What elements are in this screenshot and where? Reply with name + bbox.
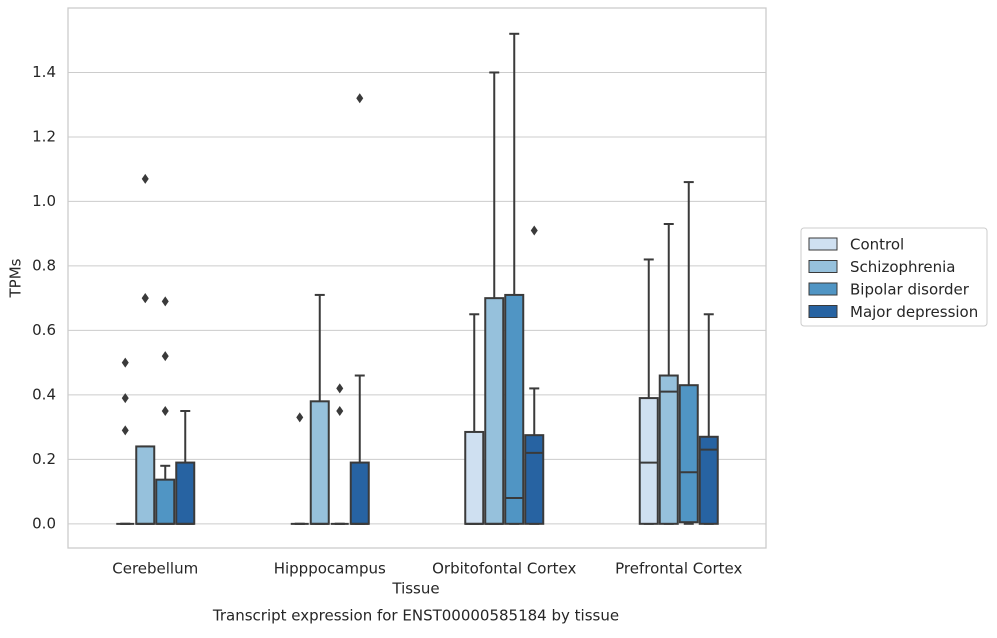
outlier [141,173,149,184]
box [658,374,679,525]
outlier [530,225,538,236]
outlier [161,351,169,362]
plot-frame [67,7,767,549]
outlier [336,405,344,416]
outlier [296,412,304,423]
y-tick-label: 1.0 [32,192,56,210]
legend-label: Major depression [850,303,978,321]
outlier [161,405,169,416]
legend-frame [800,227,988,327]
outlier [121,357,129,368]
y-tick-label: 0.6 [32,321,56,339]
box [135,445,156,525]
legend-label: Bipolar disorder [850,281,970,299]
box [638,397,659,525]
box [524,434,545,525]
box [484,297,505,525]
outlier [141,293,149,304]
box [698,435,719,525]
x-tick-label: Cerebellum [112,560,198,578]
legend-swatch [808,237,838,251]
outlier [356,93,364,104]
outlier [161,296,169,307]
legend-swatch [808,260,838,273]
box [678,384,699,524]
x-tick-label: Prefrontal Cortex [615,560,742,578]
box [155,478,176,525]
chart-title: Transcript expression for ENST0000058518… [212,607,619,625]
box [175,461,196,525]
y-tick-label: 0.4 [32,385,56,403]
x-tick-label: Orbitofontal Cortex [432,560,576,578]
legend-swatch [808,305,838,318]
outlier [121,393,129,404]
box [504,293,525,525]
x-tick-label: Hipppocampus [274,560,386,578]
box [349,461,370,525]
legend-label: Control [850,236,904,254]
legend-swatch [808,282,838,296]
outlier [121,425,129,436]
y-tick-label: 0.0 [32,514,56,532]
outlier [336,383,344,394]
box [464,430,485,525]
y-tick-label: 1.2 [32,127,56,145]
y-axis-label: TPMs [7,258,25,298]
y-tick-label: 0.8 [32,256,56,274]
x-axis-label: Tissue [391,580,439,598]
box [309,400,330,525]
y-tick-label: 0.2 [32,450,56,468]
y-tick-label: 1.4 [32,63,56,81]
legend-label: Schizophrenia [850,258,955,276]
